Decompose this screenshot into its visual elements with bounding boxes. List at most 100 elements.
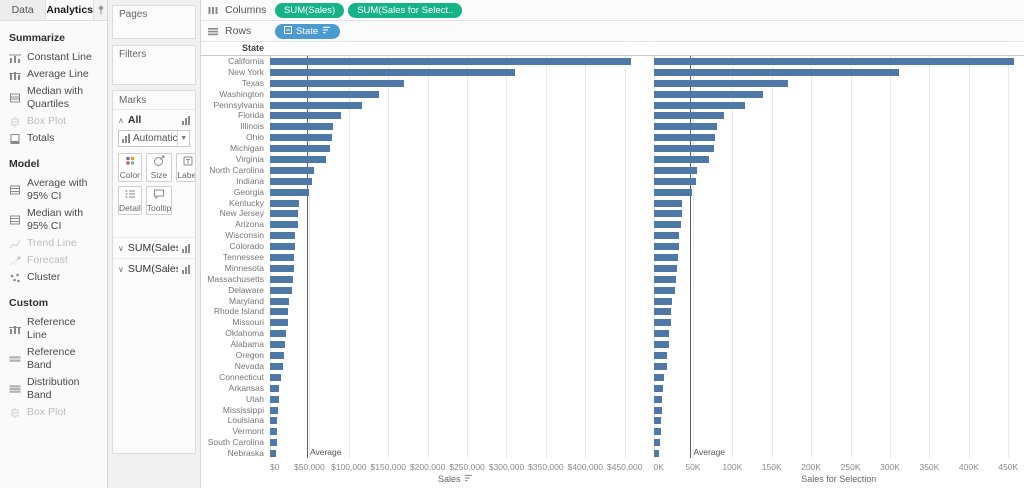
state-label-utah[interactable]: Utah (246, 393, 264, 404)
bar-new-jersey-s1[interactable] (653, 210, 682, 218)
bar-rhode-island-s1[interactable] (653, 308, 672, 316)
bar-washington-s1[interactable] (653, 90, 763, 98)
bar-delaware-s1[interactable] (653, 286, 676, 294)
bar-washington-s0[interactable] (270, 90, 380, 98)
bar-oregon-s1[interactable] (653, 352, 668, 360)
state-label-illinois[interactable]: Illinois (240, 121, 264, 132)
bar-tennessee-s1[interactable] (653, 254, 678, 262)
state-label-tennessee[interactable]: Tennessee (222, 252, 264, 263)
bar-michigan-s0[interactable] (270, 145, 331, 153)
chevron-down-icon[interactable]: ▼ (177, 131, 189, 146)
tab-analytics[interactable]: Analytics (46, 0, 94, 20)
bar-maryland-s1[interactable] (653, 297, 673, 305)
state-label-ohio[interactable]: Ohio (246, 132, 264, 143)
state-label-nebraska[interactable]: Nebraska (227, 448, 264, 458)
bar-illinois-s0[interactable] (270, 123, 334, 131)
state-label-texas[interactable]: Texas (241, 77, 264, 88)
state-label-colorado[interactable]: Colorado (229, 241, 265, 252)
analytics-item-average-with-95-ci[interactable]: Average with 95% CI (0, 175, 107, 205)
state-label-delaware[interactable]: Delaware (228, 284, 264, 295)
bar-florida-s1[interactable] (653, 112, 725, 120)
filters-shelf[interactable]: Filters (112, 45, 196, 85)
bar-minnesota-s1[interactable] (653, 264, 678, 272)
state-label-louisiana[interactable]: Louisiana (227, 415, 264, 426)
state-label-washington[interactable]: Washington (219, 88, 264, 99)
mark-button-label[interactable]: Label (176, 153, 195, 182)
bar-nevada-s0[interactable] (270, 362, 284, 370)
bar-arizona-s0[interactable] (270, 221, 298, 229)
marks-all-row[interactable]: ∧ All (113, 110, 195, 129)
mark-button-detail[interactable]: Detail (118, 186, 142, 215)
mark-button-tooltip[interactable]: Tooltip (145, 186, 173, 215)
bar-arkansas-s1[interactable] (653, 384, 663, 392)
analytics-item-median-with-quartiles[interactable]: Median with Quartiles (0, 83, 107, 113)
bar-florida-s0[interactable] (270, 112, 341, 120)
bar-north-carolina-s1[interactable] (653, 166, 698, 174)
state-label-new-jersey[interactable]: New Jersey (219, 208, 264, 219)
state-label-virginia[interactable]: Virginia (235, 154, 264, 165)
state-label-arizona[interactable]: Arizona (235, 219, 264, 230)
state-label-nevada[interactable]: Nevada (234, 360, 264, 371)
analytics-item-cluster[interactable]: Cluster (0, 269, 107, 286)
state-label-missouri[interactable]: Missouri (232, 317, 264, 328)
bar-oregon-s0[interactable] (270, 352, 284, 360)
state-label-kentucky[interactable]: Kentucky (229, 197, 264, 208)
bar-wisconsin-s0[interactable] (270, 232, 296, 240)
analytics-item-average-line[interactable]: Average Line (0, 66, 107, 83)
state-label-alabama[interactable]: Alabama (230, 339, 264, 350)
mark-button-color[interactable]: Color (118, 153, 142, 182)
bar-new-york-s1[interactable] (653, 68, 899, 76)
bar-tennessee-s0[interactable] (270, 254, 295, 262)
bar-louisiana-s1[interactable] (653, 417, 661, 425)
average-reference-line[interactable] (690, 56, 692, 458)
bar-vermont-s1[interactable] (653, 428, 661, 436)
bar-utah-s0[interactable] (270, 395, 279, 403)
pill-state[interactable]: State (275, 23, 341, 39)
bar-illinois-s1[interactable] (653, 123, 717, 131)
bar-georgia-s1[interactable] (653, 188, 693, 196)
state-label-oregon[interactable]: Oregon (235, 350, 264, 361)
bar-delaware-s0[interactable] (270, 286, 292, 294)
pill-sum-sales-[interactable]: SUM(Sales) (275, 2, 345, 18)
pages-shelf[interactable]: Pages (112, 5, 196, 39)
bar-ohio-s0[interactable] (270, 134, 332, 142)
bar-colorado-s1[interactable] (653, 243, 679, 251)
bar-massachusetts-s1[interactable] (653, 275, 677, 283)
bar-oklahoma-s0[interactable] (270, 330, 286, 338)
marks-card-sum-sales-[interactable]: ∨SUM(Sales ... (113, 258, 195, 279)
bar-indiana-s0[interactable] (270, 177, 313, 185)
analytics-item-reference-band[interactable]: Reference Band (0, 344, 107, 374)
analytics-item-distribution-band[interactable]: Distribution Band (0, 374, 107, 404)
bar-south-carolina-s1[interactable] (653, 439, 661, 447)
sort-descending-icon[interactable] (464, 474, 473, 484)
rows-shelf[interactable]: Rows State (201, 21, 1024, 42)
bar-texas-s1[interactable] (653, 79, 788, 87)
average-reference-line[interactable] (306, 56, 308, 458)
bar-alabama-s1[interactable] (653, 341, 669, 349)
bar-mississippi-s0[interactable] (270, 406, 279, 414)
bar-south-carolina-s0[interactable] (270, 439, 277, 447)
mark-button-size[interactable]: Size (145, 153, 173, 182)
state-label-massachusetts[interactable]: Massachusetts (207, 273, 264, 284)
bar-new-jersey-s0[interactable] (270, 210, 299, 218)
bar-pennsylvania-s1[interactable] (653, 101, 746, 109)
bar-virginia-s0[interactable] (270, 156, 326, 164)
state-label-michigan[interactable]: Michigan (229, 143, 264, 154)
state-label-minnesota[interactable]: Minnesota (224, 262, 264, 273)
state-label-connecticut[interactable]: Connecticut (219, 371, 264, 382)
state-label-california[interactable]: California (228, 56, 264, 66)
bar-louisiana-s0[interactable] (270, 417, 278, 425)
bar-california-s0[interactable] (270, 58, 631, 65)
bar-mississippi-s1[interactable] (653, 406, 662, 414)
state-label-wisconsin[interactable]: Wisconsin (225, 230, 264, 241)
analytics-item-reference-line[interactable]: Reference Line (0, 314, 107, 344)
bar-rhode-island-s0[interactable] (270, 308, 288, 316)
mark-type-select[interactable]: Automatic ▼ (118, 130, 190, 147)
bar-ohio-s1[interactable] (653, 134, 716, 142)
state-label-florida[interactable]: Florida (238, 110, 264, 121)
bar-wisconsin-s1[interactable] (653, 232, 679, 240)
bar-massachusetts-s0[interactable] (270, 275, 293, 283)
bar-new-york-s0[interactable] (270, 68, 516, 76)
state-label-maryland[interactable]: Maryland (229, 295, 264, 306)
bar-arizona-s1[interactable] (653, 221, 682, 229)
